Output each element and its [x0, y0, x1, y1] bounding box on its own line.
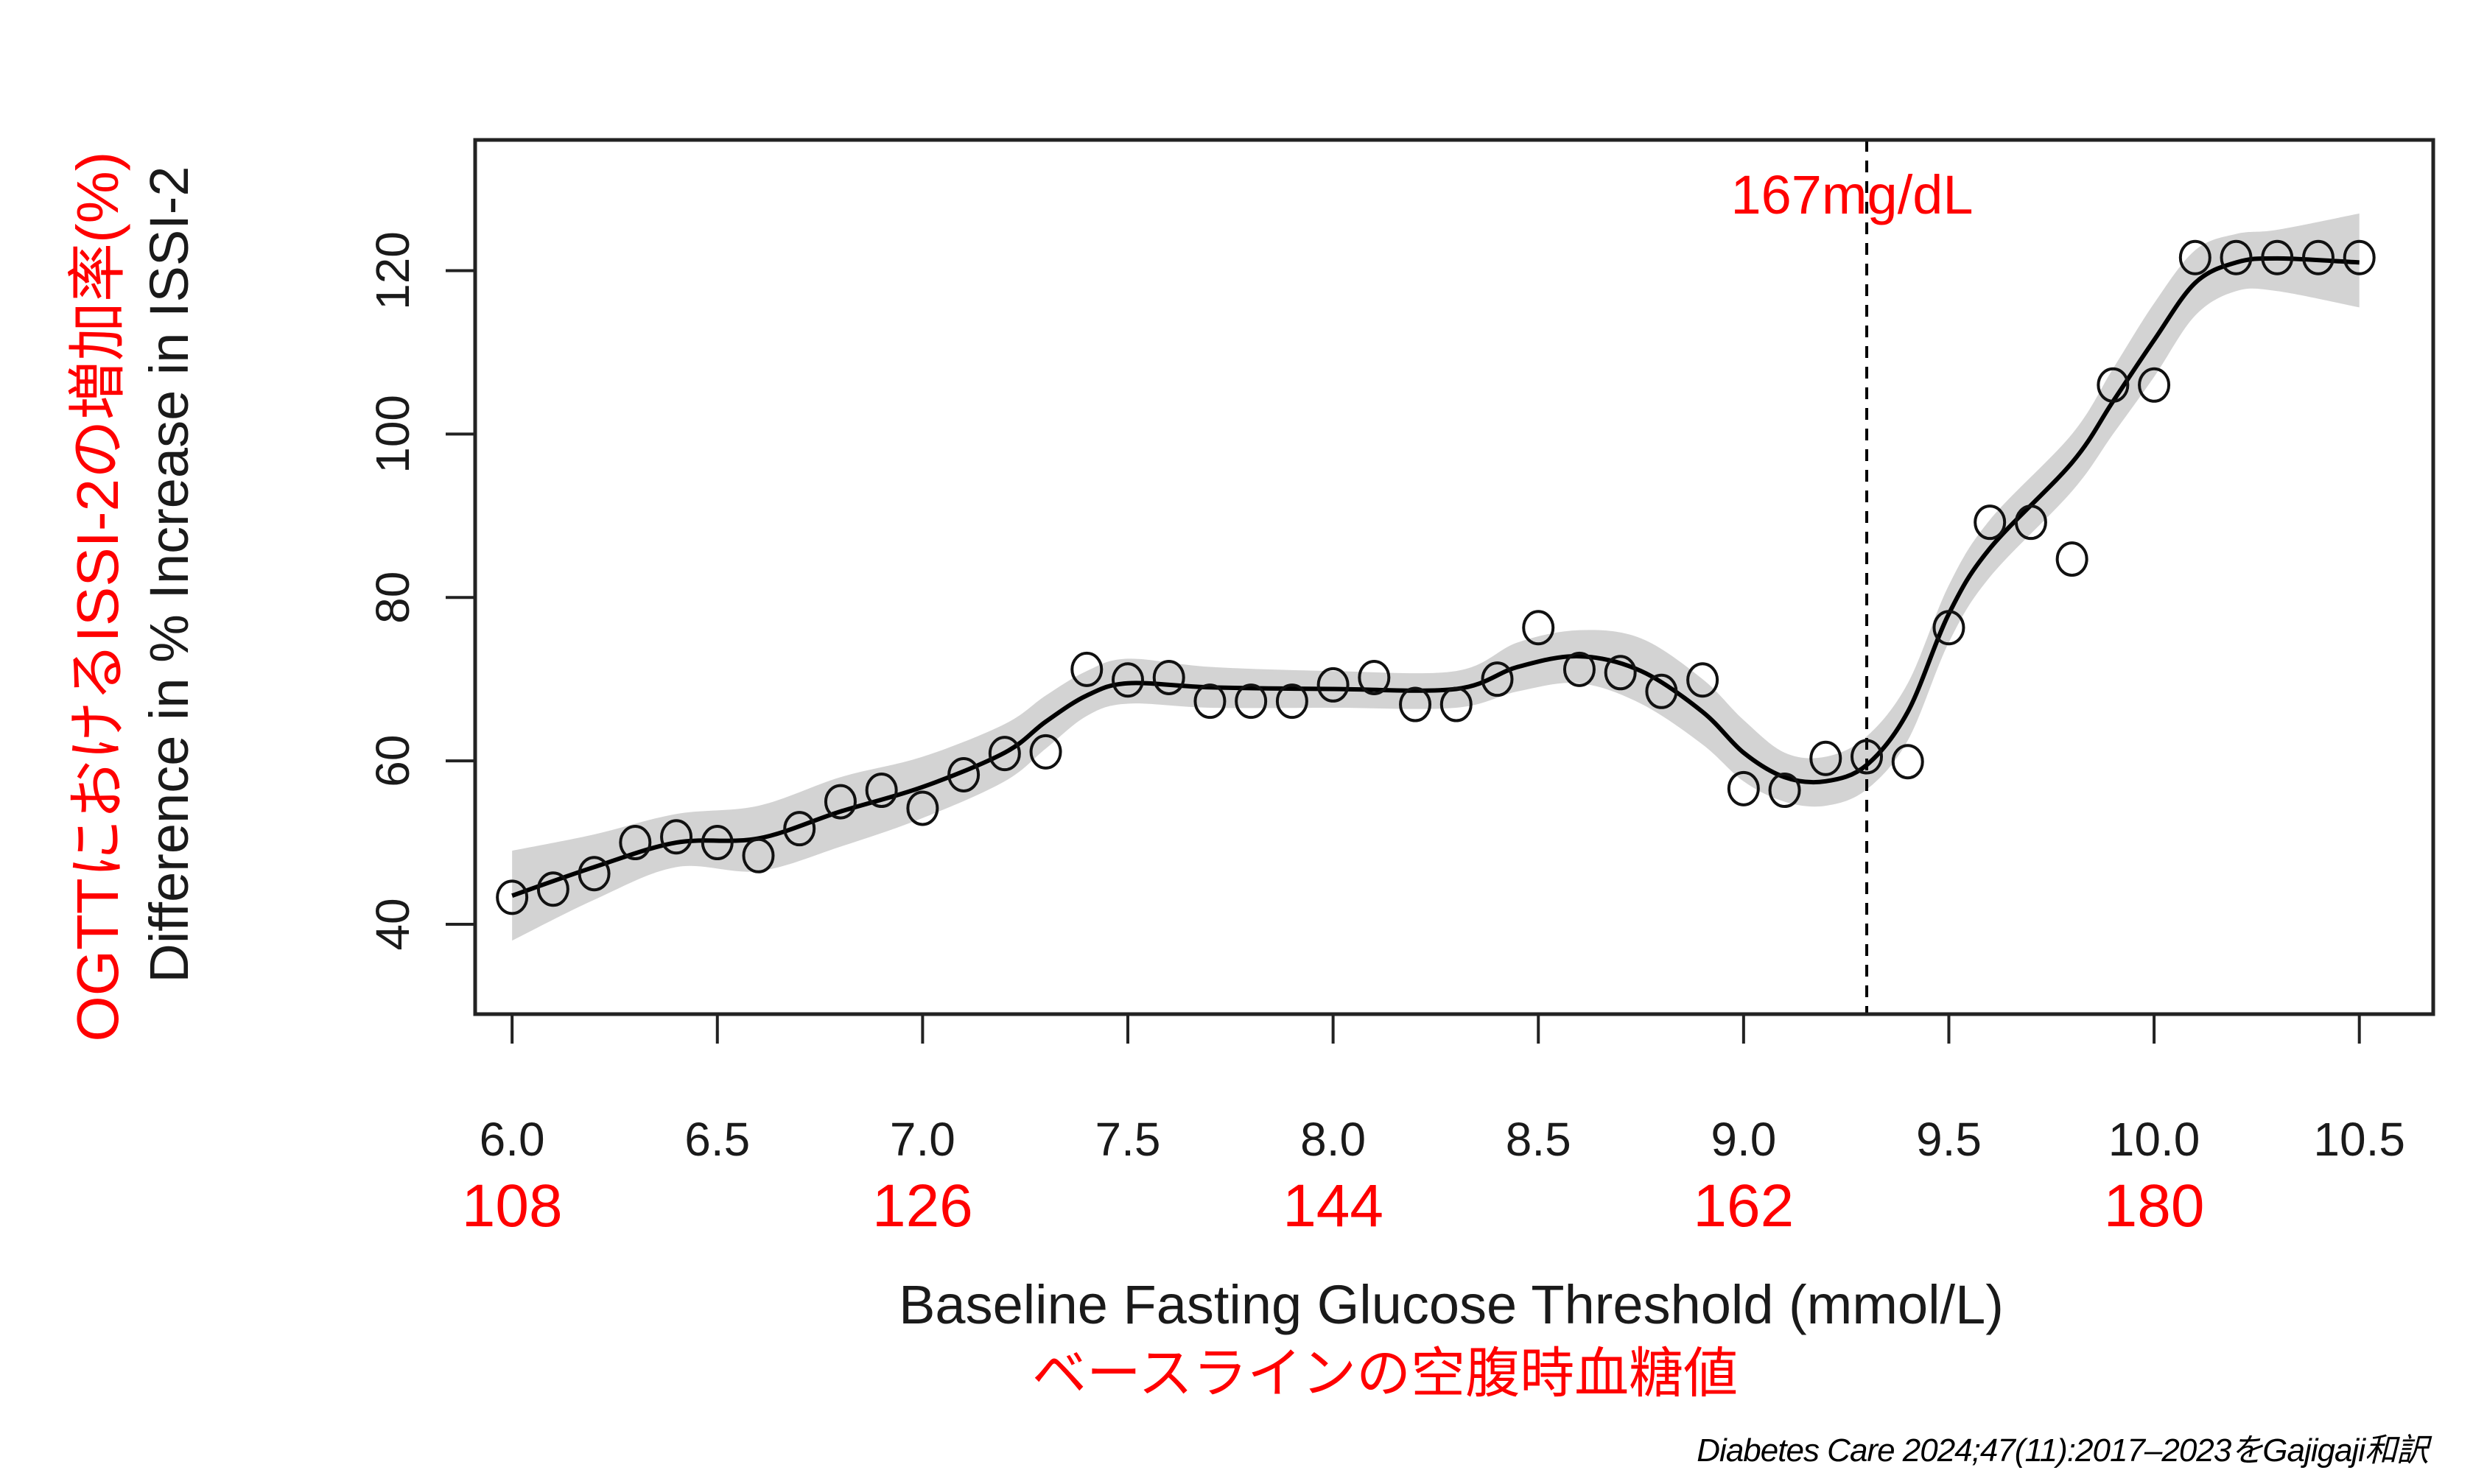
- x-tick-label: 7.0: [890, 1113, 955, 1166]
- data-point: [1851, 739, 1884, 775]
- data-point: [2261, 239, 2294, 275]
- x-tick-label: 9.0: [1711, 1113, 1776, 1166]
- x-axis-title: Baseline Fasting Glucose Threshold (mmol…: [899, 1274, 2004, 1335]
- x-tick-label: 7.5: [1095, 1113, 1161, 1166]
- data-point: [783, 811, 816, 847]
- x-axis-title-ja: ベースラインの空腹時血糖値: [1032, 1343, 1738, 1404]
- data-point: [2014, 504, 2047, 541]
- data-point: [2301, 239, 2335, 275]
- data-point: [1275, 683, 1308, 720]
- data-point: [1481, 661, 1514, 697]
- data-point: [1562, 651, 1596, 687]
- data-point: [1768, 773, 1801, 809]
- data-point: [1891, 744, 1924, 780]
- x-tick-label: 10.5: [2313, 1113, 2405, 1166]
- x-tick-label: 10.0: [2108, 1113, 2200, 1166]
- x-secondary-tick-label: 126: [872, 1172, 973, 1239]
- data-point: [1604, 655, 1637, 691]
- data-point: [988, 736, 1021, 772]
- data-point: [742, 837, 775, 873]
- data-point: [1152, 659, 1185, 695]
- y-tick-label: 60: [366, 735, 419, 787]
- data-point: [1809, 740, 1842, 776]
- citation: Diabetes Care 2024;47(11):2017–2023をGaji…: [1697, 1432, 2429, 1469]
- x-secondary-tick-label: 144: [1283, 1172, 1383, 1239]
- confidence-band-layer: [512, 213, 2360, 941]
- data-point: [536, 871, 569, 907]
- y-tick-label: 100: [366, 395, 419, 474]
- data-point: [2220, 239, 2253, 275]
- x-tick-label: 8.5: [1506, 1113, 1571, 1166]
- y-axis-title: Difference in % Increase in ISSI-2: [138, 166, 200, 982]
- data-point: [1399, 686, 1432, 722]
- x-axis: 6.0 6.5 7.0 7.5 8.0 8.5 9.0 9.5 10.0 10.5 108 126 14…: [462, 1014, 2405, 1239]
- data-point: [496, 879, 529, 915]
- data-point: [2055, 541, 2088, 577]
- data-point: [1439, 686, 1473, 722]
- data-point: [2138, 367, 2171, 403]
- x-tick-label: 6.0: [480, 1113, 545, 1166]
- data-point: [1522, 610, 1555, 646]
- data-point: [1727, 770, 1760, 806]
- data-point: [2097, 367, 2130, 403]
- data-point: [1686, 662, 1719, 698]
- y-axis-title-ja: OGTTにおけるISSI-2の増加率(%): [65, 152, 130, 1042]
- data-point: [824, 784, 857, 820]
- plot-frame: [473, 138, 2435, 1016]
- data-point: [1645, 673, 1678, 709]
- confidence-band: [512, 213, 2360, 941]
- x-tick-label: 8.0: [1300, 1113, 1366, 1166]
- data-point: [619, 825, 652, 861]
- data-point: [660, 819, 693, 855]
- data-point: [1932, 610, 1965, 646]
- y-axis: 40 60 80 100 120: [366, 231, 475, 951]
- data-point: [1316, 667, 1350, 703]
- smooth-line-layer: [511, 256, 2360, 898]
- data-point: [1029, 734, 1062, 770]
- y-tick-label: 80: [366, 572, 419, 624]
- x-secondary-tick-label: 180: [2104, 1172, 2205, 1239]
- x-secondary-tick-label: 162: [1693, 1172, 1794, 1239]
- data-point: [1974, 504, 2007, 541]
- data-point: [1358, 659, 1391, 695]
- data-point: [1070, 651, 1104, 687]
- data-point: [906, 790, 939, 826]
- x-secondary-tick-label: 108: [462, 1172, 563, 1239]
- data-point: [701, 825, 734, 861]
- x-tick-label: 9.5: [1916, 1113, 1982, 1166]
- threshold-label: 167mg/dL: [1730, 164, 1973, 225]
- data-point: [1193, 683, 1227, 720]
- smooth-fit-line: [511, 256, 2360, 898]
- data-point: [865, 773, 898, 809]
- x-tick-label: 6.5: [684, 1113, 750, 1166]
- data-point: [2343, 239, 2376, 275]
- data-points-layer: [496, 239, 2376, 915]
- data-point: [578, 856, 611, 892]
- y-tick-label: 40: [366, 898, 419, 950]
- data-point: [2178, 239, 2211, 275]
- data-point: [1112, 662, 1144, 698]
- data-point: [1235, 683, 1268, 720]
- y-tick-label: 120: [366, 231, 419, 310]
- data-point: [947, 756, 981, 792]
